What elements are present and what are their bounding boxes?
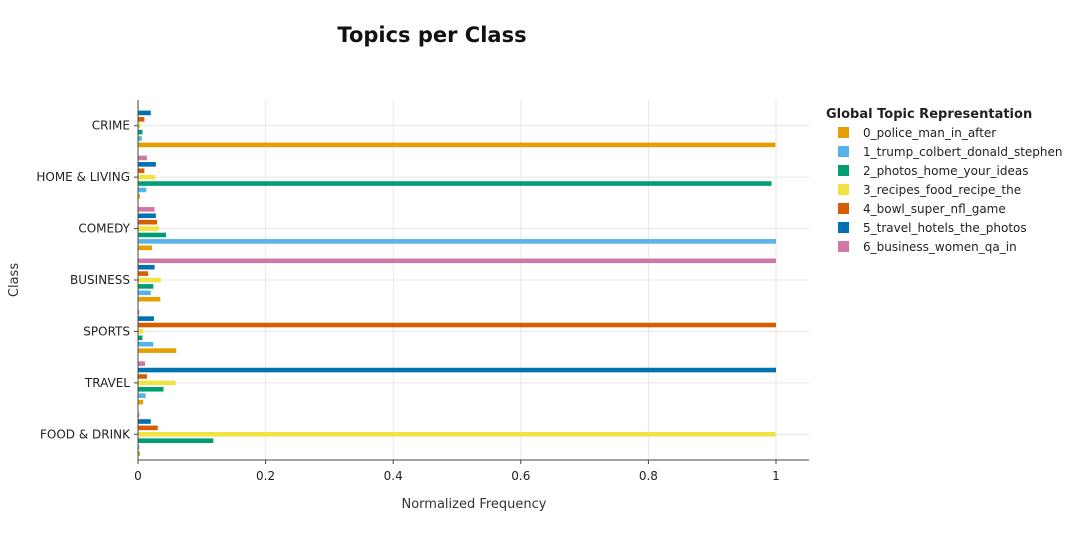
- bar: [138, 335, 143, 341]
- y-tick-label: HOME & LIVING: [36, 170, 130, 184]
- y-axis-title: Class: [7, 263, 22, 297]
- bar: [138, 207, 155, 212]
- legend-label: 3_recipes_food_recipe_the: [863, 183, 1021, 197]
- bar: [138, 110, 151, 116]
- legend-title: Global Topic Representation: [826, 107, 1032, 122]
- bar: [138, 162, 156, 167]
- bar: [138, 213, 156, 219]
- legend-label: 6_business_women_qa_in: [863, 240, 1017, 254]
- bar: [138, 412, 140, 418]
- x-tick-label: 0.2: [256, 469, 275, 483]
- bar: [138, 123, 141, 129]
- grid: [137, 100, 809, 460]
- y-tick-labels: CRIME HOME & LIVING COMEDY BUSINESS SPORTS TR…: [36, 119, 131, 442]
- x-tick-label: 0.8: [639, 469, 658, 483]
- bar: [138, 393, 146, 398]
- x-axis-title: Normalized Frequency: [401, 497, 546, 512]
- legend-swatch: [838, 241, 849, 252]
- bar: [138, 431, 776, 437]
- bar: [138, 174, 156, 180]
- y-tick-label: TRAVEL: [84, 376, 130, 390]
- x-tick-label: 0.6: [511, 469, 530, 483]
- bar: [138, 277, 161, 283]
- y-tick-label: CRIME: [92, 119, 130, 133]
- legend-label: 5_travel_hotels_the_photos: [863, 221, 1027, 235]
- bar: [138, 341, 154, 347]
- bar: [138, 386, 164, 392]
- bar: [138, 425, 158, 431]
- bar: [138, 226, 160, 231]
- bar: [138, 194, 140, 199]
- bar: [138, 419, 151, 424]
- bar: [138, 367, 776, 373]
- legend-swatch: [838, 222, 849, 233]
- bar: [138, 155, 147, 161]
- bar: [138, 329, 144, 334]
- bar: [138, 309, 140, 315]
- x-tick-label: 1: [772, 469, 780, 483]
- bar: [138, 322, 776, 328]
- bar: [138, 232, 167, 238]
- x-tick-label: 0: [134, 469, 142, 483]
- legend-swatch: [838, 165, 849, 176]
- y-tick-label: BUSINESS: [70, 273, 130, 287]
- bar: [138, 129, 143, 135]
- bar: [138, 264, 155, 270]
- legend-label: 4_bowl_super_nfl_game: [863, 202, 1006, 216]
- bar: [138, 380, 176, 386]
- bar: [138, 444, 140, 450]
- legend-swatch: [838, 184, 849, 195]
- axes: [134, 100, 809, 464]
- x-tick-labels: 0 0.2 0.4 0.6 0.8 1: [134, 469, 780, 483]
- bar: [138, 258, 776, 264]
- legend-swatch: [838, 127, 849, 138]
- bar: [138, 296, 161, 302]
- bar: [138, 316, 154, 321]
- bar: [138, 245, 153, 251]
- bar: [138, 271, 149, 276]
- chart-title: Topics per Class: [337, 23, 526, 47]
- bar: [138, 284, 154, 289]
- y-tick-label: SPORTS: [83, 324, 130, 338]
- legend-label: 0_police_man_in_after: [863, 126, 996, 140]
- bar: [138, 399, 144, 405]
- bar: [138, 361, 146, 366]
- bar: [138, 451, 140, 456]
- bar: [138, 168, 145, 174]
- legend-swatch: [838, 146, 849, 157]
- bar: [138, 219, 158, 225]
- bar: [138, 181, 772, 186]
- legend-label: 1_trump_colbert_donald_stephen: [863, 145, 1063, 159]
- bar: [138, 374, 147, 379]
- legend-swatch: [838, 203, 849, 214]
- bar: [138, 348, 177, 353]
- y-tick-label: FOOD & DRINK: [40, 427, 131, 441]
- bars: [138, 104, 776, 456]
- bar: [138, 142, 776, 148]
- legend-label: 2_photos_home_your_ideas: [863, 164, 1028, 178]
- bar: [138, 187, 147, 193]
- x-tick-label: 0.4: [384, 469, 403, 483]
- bar: [138, 290, 151, 296]
- bar: [138, 239, 776, 244]
- bar: [138, 136, 142, 141]
- bar: [138, 438, 214, 443]
- bar: [138, 117, 145, 122]
- y-tick-label: COMEDY: [78, 222, 130, 236]
- legend: Global Topic Representation 0_police_man…: [826, 107, 1063, 254]
